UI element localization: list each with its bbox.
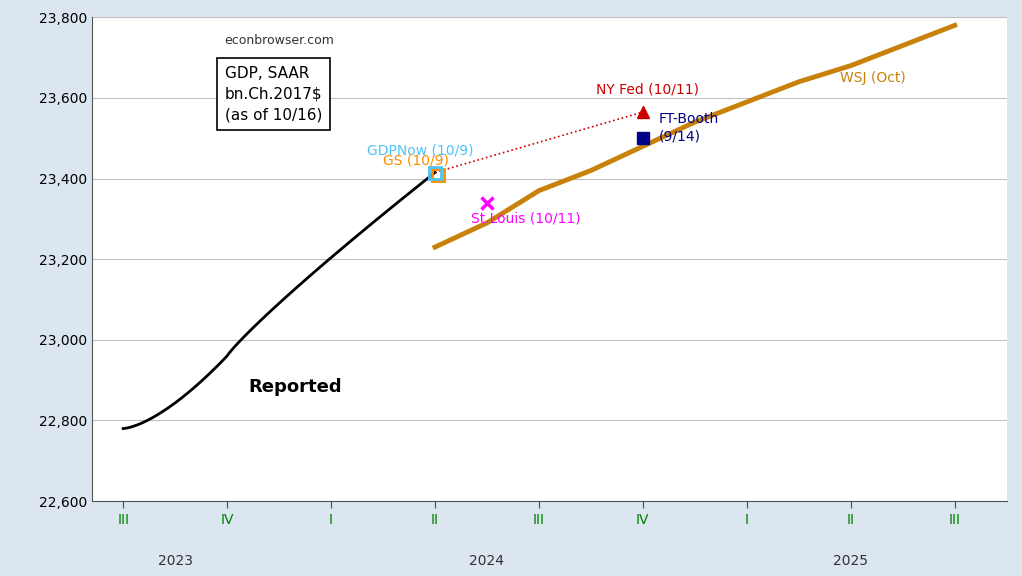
- Text: GDP, SAAR
bn.Ch.2017$
(as of 10/16): GDP, SAAR bn.Ch.2017$ (as of 10/16): [225, 66, 322, 123]
- Text: GDPNow (10/9): GDPNow (10/9): [368, 143, 474, 157]
- Text: econbrowser.com: econbrowser.com: [225, 34, 334, 47]
- Text: St.Louis (10/11): St.Louis (10/11): [471, 212, 580, 226]
- Text: 2025: 2025: [833, 554, 869, 567]
- Text: GS (10/9): GS (10/9): [383, 153, 449, 168]
- Text: 2024: 2024: [469, 554, 505, 567]
- Text: FT-Booth
(9/14): FT-Booth (9/14): [658, 112, 718, 143]
- Text: 2023: 2023: [157, 554, 192, 567]
- Text: NY Fed (10/11): NY Fed (10/11): [596, 83, 699, 97]
- Text: WSJ (Oct): WSJ (Oct): [840, 71, 907, 85]
- Text: Reported: Reported: [248, 378, 341, 396]
